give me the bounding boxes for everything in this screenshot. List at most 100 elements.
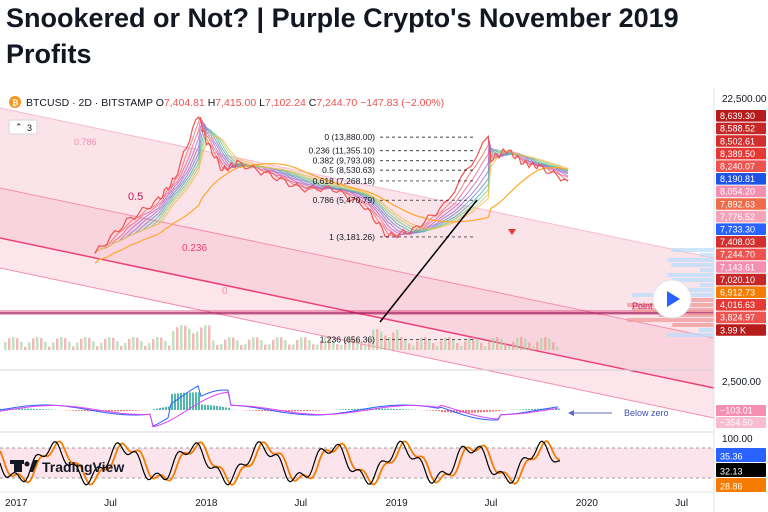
macd-histogram-bar: [27, 408, 29, 410]
symbol-text: BTCUSD · 2D · BITSTAMP O7,404.81 H7,415.…: [26, 97, 444, 109]
chart-area[interactable]: 0 (13,880.00) 0.236 (11,355.10)0.382 (9,7…: [0, 88, 768, 512]
macd-histogram-bar: [483, 410, 485, 413]
volume-profile-bar: [699, 283, 714, 287]
macd-histogram-bar: [522, 409, 524, 410]
fib-level-label: 0 (13,880.00): [324, 132, 375, 142]
price-tag: [716, 261, 766, 273]
macd-histogram-bar: [285, 410, 287, 412]
volume-bar: [428, 339, 431, 350]
volume-bar: [284, 339, 287, 350]
macd-histogram-bar: [465, 410, 467, 413]
fib-trend-line[interactable]: [379, 199, 478, 323]
volume-bar: [216, 345, 219, 350]
macd-histogram-bar: [444, 410, 446, 413]
volume-bar: [220, 343, 223, 350]
macd-histogram-bar: [267, 410, 269, 412]
macd-histogram-bar: [117, 410, 119, 412]
volume-bar: [516, 338, 519, 350]
fib-level-label: 0.236 (11,355.10): [309, 146, 376, 156]
price-tag-label: 7,408.03: [720, 237, 755, 247]
volume-bar: [140, 340, 143, 350]
fib-level-label: 1.236 (656.36): [320, 335, 375, 345]
volume-bar: [524, 338, 527, 350]
sell-marker-icon: [508, 229, 516, 235]
macd-histogram-bar: [531, 408, 533, 410]
volume-bar: [184, 325, 187, 350]
macd-histogram-bar: [276, 410, 278, 412]
volume-bar: [200, 327, 203, 350]
x-tick-label: Jul: [485, 498, 498, 509]
volume-bar: [372, 329, 375, 350]
macd-histogram-bar: [219, 406, 221, 410]
play-button[interactable]: [652, 279, 692, 319]
macd-histogram-bar: [180, 392, 182, 410]
volume-bar: [476, 338, 479, 350]
volume-bar: [144, 345, 147, 350]
volume-profile-bar: [667, 288, 714, 292]
macd-histogram-bar: [21, 408, 23, 410]
macd-histogram-bar: [303, 410, 305, 412]
bitcoin-icon: [9, 96, 21, 108]
ohlc-key: H: [208, 97, 216, 109]
price-tag-label: 32.13: [720, 467, 743, 477]
macd-histogram-bar: [525, 409, 527, 410]
price-tag-label: 7,776.52: [720, 212, 755, 222]
volume-bar: [404, 339, 407, 350]
fib-level-label: 0.382 (9,793.08): [313, 156, 376, 166]
volume-bar: [432, 343, 435, 350]
macd-histogram-bar: [477, 410, 479, 413]
volume-bar: [340, 344, 343, 350]
volume-bar: [80, 338, 83, 350]
price-tag: [716, 223, 766, 235]
volume-bar: [268, 344, 271, 350]
volume-bar: [408, 343, 411, 350]
ohlc-key: C: [309, 97, 317, 109]
macd-histogram-bar: [192, 392, 194, 410]
time-axis[interactable]: 2017 Jul 2018 Jul 2019 Jul 2020 Jul: [5, 498, 688, 509]
price-tag: [716, 122, 766, 135]
price-tag: [716, 110, 766, 122]
volume-bar: [288, 344, 291, 350]
volume-bar: [540, 338, 543, 350]
stoch-pane: [0, 439, 561, 487]
volume-bar: [376, 329, 379, 350]
volume-bar: [400, 337, 403, 350]
volume-bar: [352, 337, 355, 350]
macd-histogram-bar: [534, 408, 536, 410]
macd-histogram-bar: [264, 410, 266, 412]
volume-bar: [544, 337, 547, 350]
volume-profile-bar: [672, 323, 714, 327]
macd-histogram-bar: [318, 410, 320, 411]
volume-bars: [4, 325, 559, 350]
volume-profile-bar: [700, 253, 714, 257]
macd-histogram-bar: [132, 410, 134, 411]
volume-bar: [412, 345, 415, 350]
volume-bar: [136, 337, 139, 350]
volume-bar: [32, 338, 35, 350]
price-tag-label: 6,912.73: [720, 288, 755, 298]
indicator-count: 3: [27, 123, 32, 133]
fib-retracement[interactable]: 0 (13,880.00) 0.236 (11,355.10)0.382 (9,7…: [309, 132, 516, 345]
volume-bar: [232, 337, 235, 350]
macd-histogram-bar: [519, 409, 521, 410]
macd-histogram-bar: [39, 409, 41, 410]
macd-histogram-bar: [435, 410, 437, 411]
volume-profile-bar: [671, 248, 714, 252]
channel-label: 0.786: [74, 137, 97, 147]
svg-text:₿: ₿: [12, 99, 19, 108]
volume-bar: [332, 339, 335, 350]
volume-bar: [4, 342, 7, 350]
price-tag: [716, 311, 766, 324]
volume-bar: [508, 346, 511, 350]
stoch-tags: 35.36 32.13 28.86: [716, 448, 766, 492]
indicators-toggle[interactable]: [8, 119, 38, 135]
price-tag: [716, 448, 766, 462]
macd-histogram-bar: [129, 410, 131, 411]
volume-bar: [420, 337, 423, 350]
macd-histogram-bar: [441, 410, 443, 413]
volume-bar: [92, 341, 95, 350]
volume-profile-bar: [667, 273, 714, 277]
price-tag-label: 3,824.97: [720, 313, 755, 323]
ma-line: [94, 136, 569, 254]
volume-bar: [528, 342, 531, 350]
